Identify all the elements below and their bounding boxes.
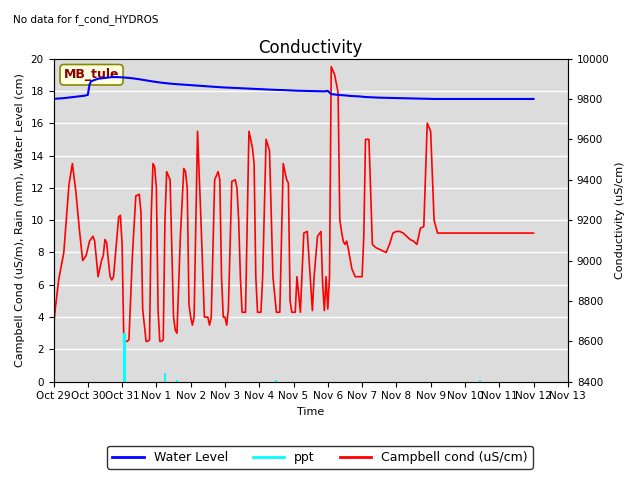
Text: MB_tule: MB_tule xyxy=(64,68,119,81)
Title: Conductivity: Conductivity xyxy=(259,39,363,57)
Y-axis label: Conductivity (uS/cm): Conductivity (uS/cm) xyxy=(615,161,625,279)
Y-axis label: Campbell Cond (uS/m), Rain (mm), Water Level (cm): Campbell Cond (uS/m), Rain (mm), Water L… xyxy=(15,73,25,367)
Bar xyxy=(176,380,178,382)
Bar xyxy=(124,333,125,382)
Bar xyxy=(479,381,481,382)
Bar xyxy=(164,373,166,382)
Bar xyxy=(275,380,277,382)
X-axis label: Time: Time xyxy=(297,407,324,417)
Legend: Water Level, ppt, Campbell cond (uS/cm): Water Level, ppt, Campbell cond (uS/cm) xyxy=(108,446,532,469)
Text: No data for f_cond_HYDROS: No data for f_cond_HYDROS xyxy=(13,14,158,25)
